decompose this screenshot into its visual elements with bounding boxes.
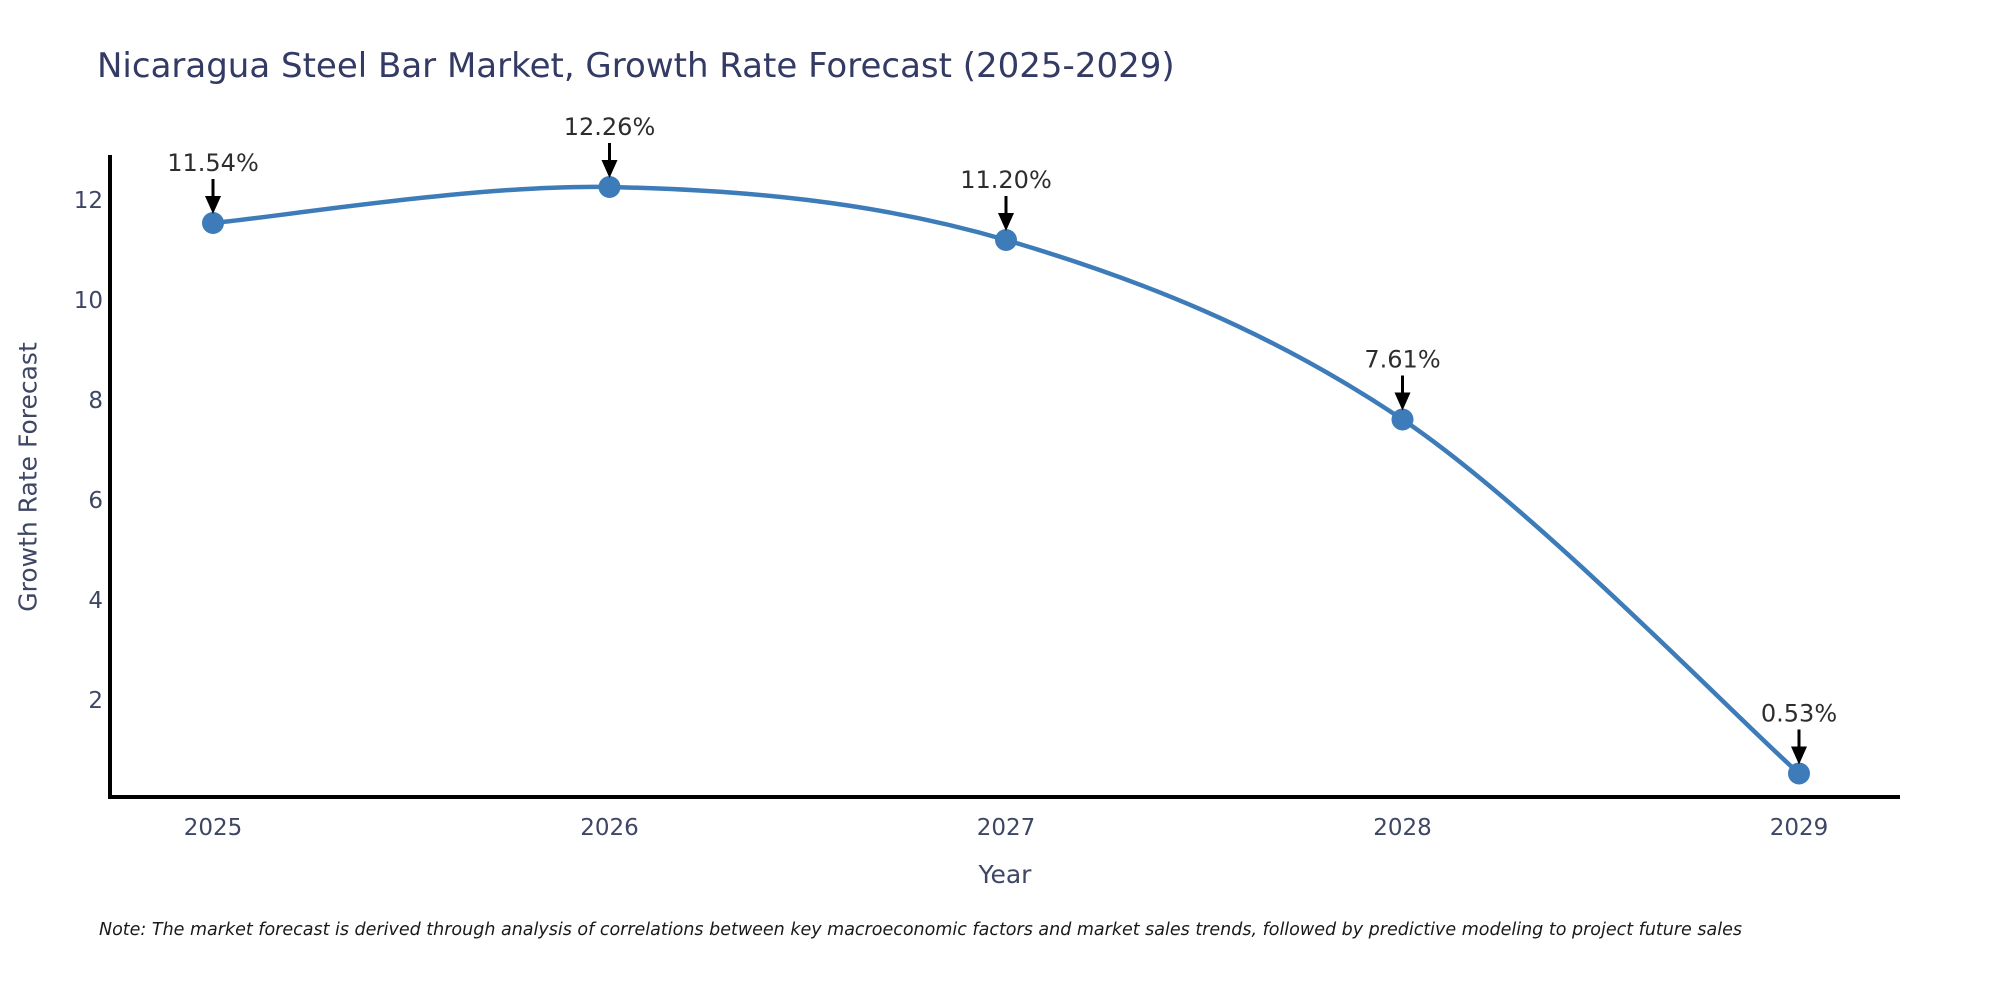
annotation-label-2028: 7.61%	[1364, 346, 1440, 374]
footnote: Note: The market forecast is derived thr…	[99, 920, 1742, 940]
annotation-arrowhead-2026	[601, 160, 618, 178]
y-tick-label-6: 6	[88, 488, 103, 514]
x-tick-label-2025: 2025	[184, 815, 243, 841]
x-tick-label-2026: 2026	[580, 815, 639, 841]
data-point-2026	[598, 176, 621, 198]
x-tick-label-2029: 2029	[1770, 815, 1829, 841]
x-tick-label-2027: 2027	[977, 815, 1036, 841]
y-tick-label-4: 4	[88, 588, 103, 614]
y-tick-label-10: 10	[74, 288, 103, 314]
annotation-arrowhead-2028	[1394, 392, 1411, 411]
y-tick-label-12: 12	[74, 188, 103, 214]
data-point-2029	[1788, 762, 1810, 785]
data-point-2025	[202, 212, 224, 234]
x-axis-title: Year	[978, 860, 1032, 889]
annotation-label-2027: 11.20%	[960, 166, 1052, 194]
x-tick-label-2028: 2028	[1373, 815, 1432, 841]
y-tick-label-2: 2	[88, 688, 103, 714]
annotation-arrowhead-2025	[205, 196, 221, 214]
forecast-curve	[210, 184, 1802, 776]
chart-title: Nicaragua Steel Bar Market, Growth Rate …	[97, 46, 1175, 86]
annotation-arrowhead-2027	[998, 213, 1014, 231]
data-point-2027	[995, 229, 1017, 251]
annotation-arrowhead-2029	[1791, 746, 1807, 765]
y-tick-label-8: 8	[88, 388, 103, 414]
data-point-2028	[1391, 408, 1414, 431]
annotation-label-2026: 12.26%	[564, 113, 656, 141]
annotation-label-2025: 11.54%	[167, 149, 259, 177]
annotation-label-2029: 0.53%	[1761, 700, 1837, 728]
